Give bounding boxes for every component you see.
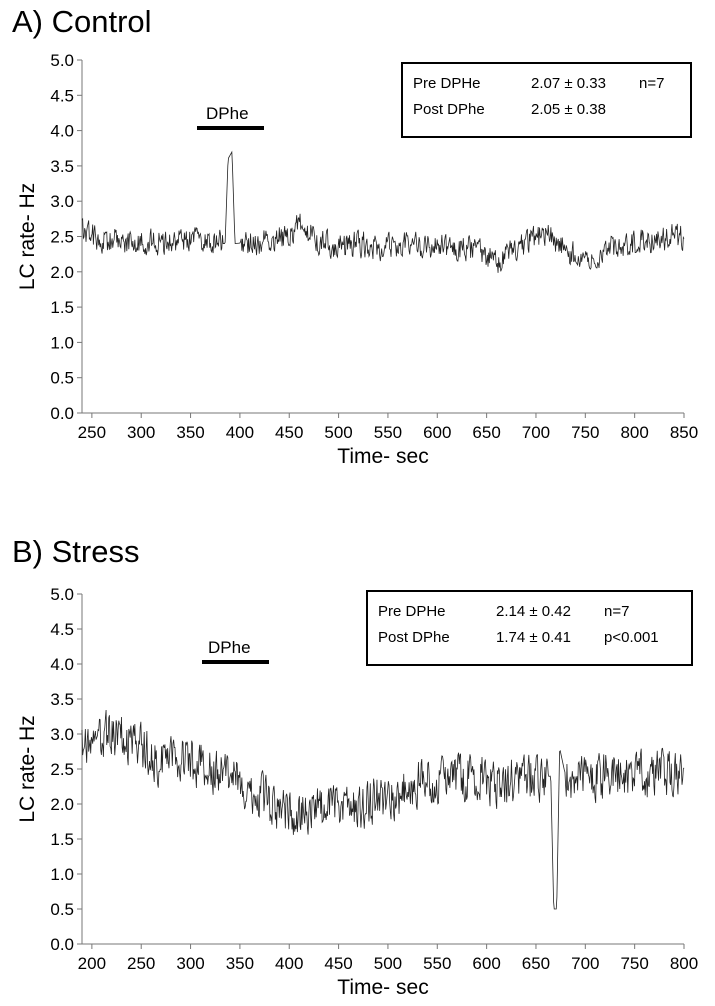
x-tick-label: 550: [423, 954, 451, 973]
stats-label: Post DPhe: [378, 628, 450, 646]
y-tick-label: 2.5: [50, 760, 74, 779]
y-tick-label: 1.5: [50, 298, 74, 317]
chart-plot-control: 0.0 0.5 1.0 1.5 2.0 2.5 3.0 3.5 4.0 4.5 5.0 250 300 3…: [16, 51, 698, 468]
x-tick-label: 500: [374, 954, 402, 973]
x-axis-title: Time- sec: [337, 976, 428, 999]
x-tick-label: 450: [275, 423, 303, 442]
y-tick-label: 3.5: [50, 157, 74, 176]
panel-title: A) Control: [12, 4, 152, 39]
y-tick-label: 0.0: [50, 404, 74, 423]
x-tick-label: 400: [226, 423, 254, 442]
drug-label: DPhe: [206, 104, 249, 123]
stats-value: 2.05 ± 0.38: [531, 100, 606, 118]
x-axis-title: Time- sec: [337, 445, 428, 468]
y-tick-label: 2.5: [50, 228, 74, 247]
x-tick-label: 300: [176, 954, 204, 973]
y-axis-title: LC rate- Hz: [16, 183, 39, 290]
y-tick-label: 2.0: [50, 795, 74, 814]
y-tick-label: 5.0: [50, 585, 74, 604]
x-tick-label: 400: [275, 954, 303, 973]
x-tick-label: 200: [78, 954, 106, 973]
stats-label: Pre DPHe: [378, 602, 446, 620]
y-tick-label: 4.0: [50, 122, 74, 141]
x-tick-label: 800: [620, 423, 648, 442]
stats-extra: n=7: [604, 602, 630, 620]
chart-plot-stress: 0.0 0.5 1.0 1.5 2.0 2.5 3.0 3.5 4.0 4.5 5.0 200 250 3…: [16, 585, 698, 999]
x-tick-label: 500: [324, 423, 352, 442]
x-tick-label: 800: [670, 954, 698, 973]
y-tick-label: 4.0: [50, 655, 74, 674]
y-tick-label: 3.0: [50, 192, 74, 211]
drug-label: DPhe: [208, 638, 251, 657]
y-tick-label: 0.5: [50, 369, 74, 388]
x-tick-label: 250: [127, 954, 155, 973]
x-tick-label: 550: [374, 423, 402, 442]
series-line-lc-rate: [81, 709, 685, 910]
y-tick-label: 1.0: [50, 865, 74, 884]
stats-value: 1.74 ± 0.41: [496, 628, 571, 646]
drug-application-bar: [197, 126, 264, 130]
chart-panel-stress: B) Stress 0.0 0.5 1.0 1.5 2.0 2.5 3.0 3.5 4.0 4.5…: [0, 528, 715, 1006]
x-tick-label: 650: [472, 423, 500, 442]
drug-application-bar: [202, 660, 269, 664]
x-tick-label: 300: [127, 423, 155, 442]
x-tick-label: 700: [571, 954, 599, 973]
x-tick-label: 850: [670, 423, 698, 442]
x-tick-label: 650: [522, 954, 550, 973]
x-tick-label: 600: [472, 954, 500, 973]
y-tick-label: 5.0: [50, 51, 74, 70]
y-tick-label: 4.5: [50, 620, 74, 639]
y-tick-label: 1.0: [50, 333, 74, 352]
stats-row-pre: Pre DPHe 2.14 ± 0.42 n=7: [378, 598, 681, 624]
stats-extra: n=7: [639, 74, 665, 92]
y-tick-label: 0.5: [50, 900, 74, 919]
y-tick-label: 2.0: [50, 263, 74, 282]
x-tick-label: 250: [78, 423, 106, 442]
y-axis-title: LC rate- Hz: [16, 715, 39, 822]
panel-title: B) Stress: [12, 534, 140, 569]
chart-panel-control: A) Control 0.0 0.5 1.0 1.5 2.0 2.5 3.0 3.5 4.0 4.…: [0, 0, 715, 490]
stats-value: 2.14 ± 0.42: [496, 602, 571, 620]
stats-label: Pre DPHe: [413, 74, 481, 92]
y-tick-label: 1.5: [50, 830, 74, 849]
y-tick-label: 3.5: [50, 690, 74, 709]
stats-row-post: Post DPhe 2.05 ± 0.38: [413, 96, 680, 122]
x-tick-label: 350: [226, 954, 254, 973]
stats-box: Pre DPHe 2.07 ± 0.33 n=7 Post DPhe 2.05 …: [401, 62, 692, 138]
stats-box: Pre DPHe 2.14 ± 0.42 n=7 Post DPhe 1.74 …: [366, 590, 693, 666]
x-tick-label: 750: [620, 954, 648, 973]
y-tick-label: 4.5: [50, 86, 74, 105]
x-tick-label: 450: [324, 954, 352, 973]
stats-value: 2.07 ± 0.33: [531, 74, 606, 92]
y-tick-label: 3.0: [50, 725, 74, 744]
series-line-lc-rate: [81, 150, 685, 273]
x-tick-label: 750: [571, 423, 599, 442]
y-tick-label: 0.0: [50, 935, 74, 954]
stats-label: Post DPhe: [413, 100, 485, 118]
stats-row-pre: Pre DPHe 2.07 ± 0.33 n=7: [413, 70, 680, 96]
x-tick-label: 600: [423, 423, 451, 442]
x-tick-label: 350: [176, 423, 204, 442]
x-tick-label: 700: [522, 423, 550, 442]
stats-extra: p<0.001: [604, 628, 659, 646]
stats-row-post: Post DPhe 1.74 ± 0.41 p<0.001: [378, 624, 681, 650]
